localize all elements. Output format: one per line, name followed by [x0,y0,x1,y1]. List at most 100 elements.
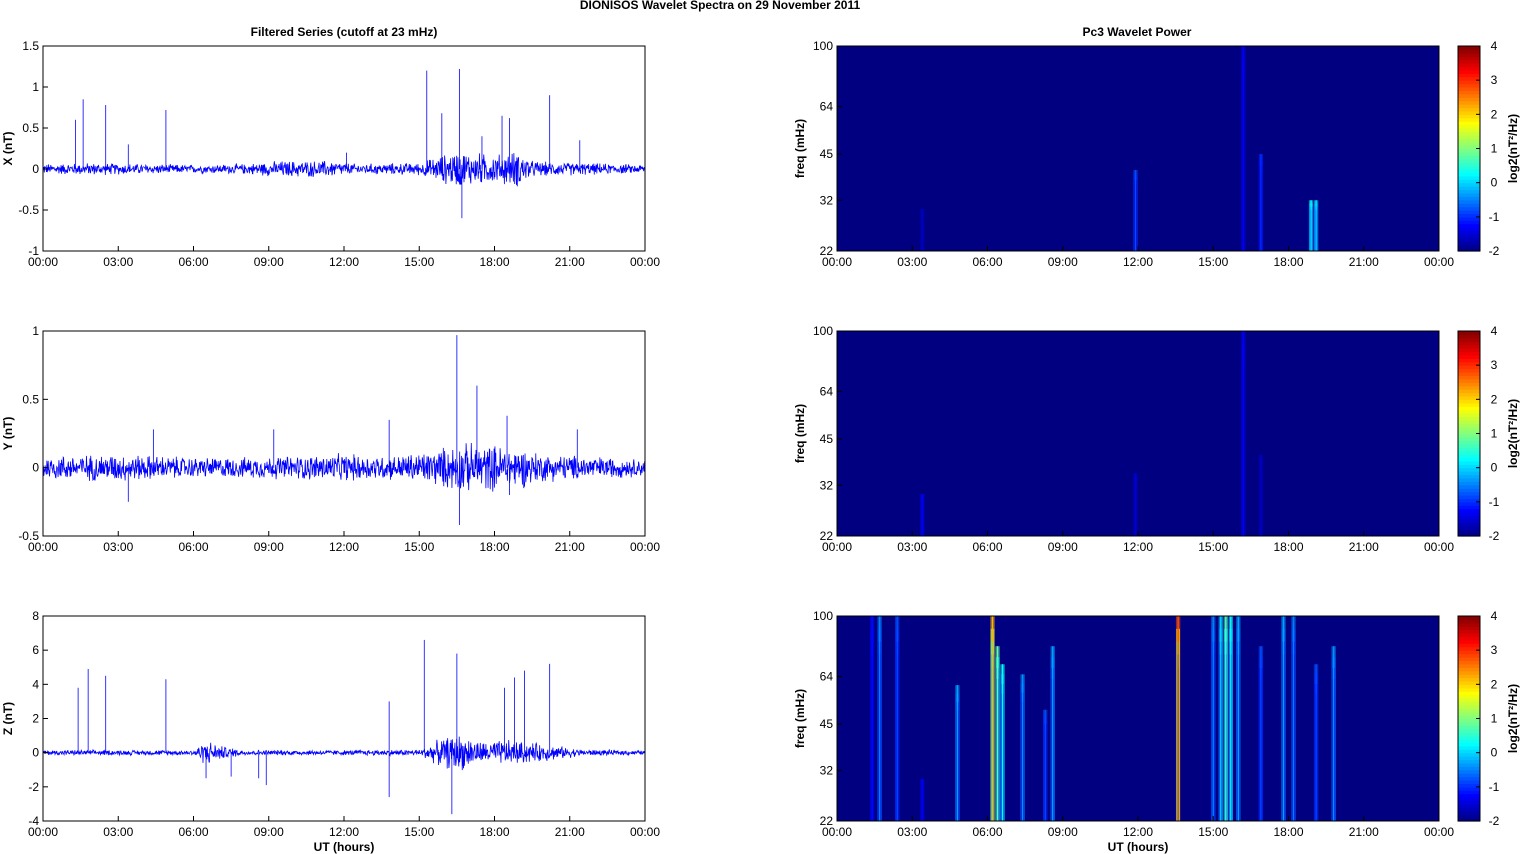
colorbar-band [1458,240,1480,245]
colorbar-tick-label: 3 [1491,643,1498,657]
colorbar-band [1458,124,1480,129]
colorbar-band [1458,715,1480,720]
colorbar-band [1458,800,1480,805]
series-xtick-label: 00:00 [28,540,58,554]
colorbar-band [1458,203,1480,208]
colorbar-band [1458,155,1480,160]
colorbar-label: log2(nT²/Hz) [1506,114,1520,183]
colorbar-band [1458,718,1480,723]
ytick-label: 100 [813,324,833,338]
series-xtick-label: 21:00 [555,825,585,839]
colorbar-label: log2(nT²/Hz) [1506,684,1520,753]
wavelet-xtick-label: 00:00 [1424,255,1454,269]
series-xtick-label: 18:00 [479,825,509,839]
wavelet-xtick-label: 18:00 [1273,255,1303,269]
ytick-label: 32 [820,193,834,207]
series-xtick-label: 12:00 [329,825,359,839]
colorbar-band [1458,406,1480,411]
colorbar-band [1458,121,1480,126]
colorbar-band [1458,66,1480,71]
colorbar-band [1458,145,1480,150]
ytick-label: 1.5 [22,39,39,53]
colorbar-band [1458,73,1480,78]
colorbar-band [1458,674,1480,679]
ytick-label: 32 [820,763,834,777]
colorbar-band [1458,227,1480,232]
colorbar-band [1458,233,1480,238]
colorbar-band [1458,213,1480,218]
colorbar-band [1458,341,1480,346]
wavelet-xtick-label: 12:00 [1123,540,1153,554]
colorbar-band [1458,776,1480,781]
colorbar-band [1458,491,1480,496]
colorbar-band [1458,179,1480,184]
ytick-label: 100 [813,39,833,53]
colorbar-tick-label: 3 [1491,358,1498,372]
colorbar-band [1458,773,1480,778]
series-xtick-label: 00:00 [28,825,58,839]
colorbar-band [1458,797,1480,802]
colorbar-band [1458,59,1480,64]
colorbar-band [1458,354,1480,359]
colorbar-band [1458,810,1480,815]
colorbar-band [1458,220,1480,225]
colorbar-tick-label: 4 [1491,39,1498,53]
colorbar-tick-label: 0 [1491,461,1498,475]
colorbar-band [1458,52,1480,57]
colorbar-band [1458,807,1480,812]
ytick-label: 4 [32,677,39,691]
colorbar-band [1458,454,1480,459]
left-column-title: Filtered Series (cutoff at 23 mHz) [251,25,438,39]
colorbar-band [1458,501,1480,506]
colorbar: -2 -1 0 1 2 3 4 log2(nT²/Hz) [1457,324,1520,543]
ylabel: X (nT) [1,132,15,166]
figure-title: DIONISOS Wavelet Spectra on 29 November … [580,0,861,12]
colorbar-band [1458,206,1480,211]
colorbar-band [1458,484,1480,489]
colorbar-band [1458,471,1480,476]
colorbar-band [1458,739,1480,744]
ytick-label: 0 [32,162,39,176]
colorbar-tick-label: 3 [1491,73,1498,87]
colorbar-band [1458,46,1480,51]
colorbar-band [1458,756,1480,761]
series-xtick-label: 18:00 [479,540,509,554]
colorbar-band [1458,790,1480,795]
colorbar-band [1458,495,1480,500]
plot-area [43,616,645,821]
wavelet-xtick-label: 15:00 [1198,540,1228,554]
colorbar-band [1458,382,1480,387]
colorbar-band [1458,365,1480,370]
colorbar-band [1458,158,1480,163]
ytick-label: 64 [820,669,834,683]
colorbar-band [1458,783,1480,788]
colorbar-band [1458,392,1480,397]
panels-group: -1 -0.5 0 0.5 1 1.5 X (nT) 00:00 03:00 06:00 09:00… [1,39,1520,854]
colorbar-band [1458,134,1480,139]
colorbar-band [1458,189,1480,194]
colorbar-band [1458,385,1480,390]
colorbar-band [1458,413,1480,418]
wavelet-xtick-label: 21:00 [1349,540,1379,554]
series-xtick-label: 21:00 [555,255,585,269]
series-xtick-label: 00:00 [28,255,58,269]
ylabel: Y (nT) [1,417,15,451]
colorbar-band [1458,223,1480,228]
colorbar-band [1458,687,1480,692]
wavelet-xtick-label: 21:00 [1349,825,1379,839]
colorbar-band [1458,725,1480,730]
colorbar-band [1458,745,1480,750]
wavelet-xtick-label: 00:00 [1424,540,1454,554]
colorbar-band [1458,331,1480,336]
colorbar-band [1458,348,1480,353]
ytick-label: 1 [32,324,39,338]
colorbar-band [1458,172,1480,177]
colorbar-tick-label: -1 [1489,495,1500,509]
series-xtick-label: 03:00 [103,825,133,839]
ylabel: freq (mHz) [793,404,807,463]
series-panel-y: -0.5 0 0.5 1 Y (nT) 00:00 03:00 06:00 09:00 12:00… [1,324,660,554]
colorbar-band [1458,464,1480,469]
colorbar-band [1458,633,1480,638]
colorbar-band [1458,742,1480,747]
